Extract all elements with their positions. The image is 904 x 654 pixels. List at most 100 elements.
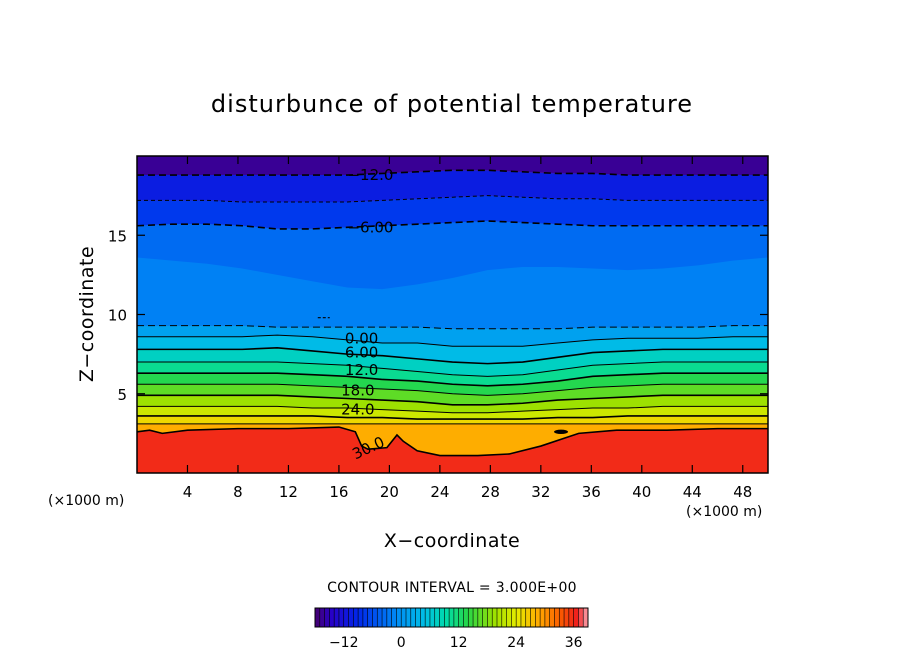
band-fill (137, 384, 768, 405)
colorbar-cell (516, 608, 522, 627)
colorbar-cell (530, 608, 536, 627)
band-fill-inner (137, 257, 768, 329)
colorbar-cell (554, 608, 560, 627)
x-tick-label: 8 (233, 483, 243, 501)
contour-label: 12.0 (345, 361, 378, 379)
x-tick-label: 20 (380, 483, 399, 501)
x-axis-ticks: 4 8 12 16 20 24 28 32 36 40 44 48 (183, 156, 752, 501)
colorbar-tick-label: 36 (565, 635, 583, 651)
chart-title: disturbunce of potential temperature (211, 90, 693, 118)
band-fill (137, 195, 768, 229)
band-fill-27-30 (137, 423, 768, 456)
colorbar-cell (463, 608, 469, 627)
x-tick-label: 4 (183, 483, 193, 501)
colorbar-cell (401, 608, 407, 627)
colorbar-tick-labels: −12 0 12 24 36 (329, 635, 583, 651)
contour-line (137, 195, 768, 203)
band-fill (137, 335, 768, 364)
contour-lines (137, 169, 768, 457)
colorbar-cell (348, 608, 354, 627)
contour-closed-30 (554, 429, 569, 434)
y-tick-label: 10 (108, 307, 127, 325)
x-tick-label: 40 (632, 483, 651, 501)
contour-line (137, 325, 768, 330)
colorbar-cell (382, 608, 388, 627)
contour-line (137, 361, 768, 377)
colorbar-cell (549, 608, 555, 627)
contour-line (137, 220, 768, 230)
colorbar-cell (578, 608, 584, 627)
contour-label: 6.00 (345, 344, 378, 362)
contour-interval-label: CONTOUR INTERVAL = 3.000E+00 (327, 580, 577, 596)
y-axis-ticks: 5 10 15 (108, 227, 768, 404)
colorbar-cell (568, 608, 575, 627)
colorbar-cell (367, 608, 373, 627)
colorbar-tick-label: 24 (507, 635, 525, 651)
colorbar-cell (377, 608, 383, 627)
colorbar-cell (453, 608, 460, 627)
colorbar-cell (544, 608, 551, 627)
contour-line (137, 383, 768, 396)
colorbar-cell (415, 608, 421, 627)
colorbar-cell (334, 608, 340, 627)
x-unit-right: (×1000 m) (686, 504, 762, 520)
contour-label: 24.0 (341, 401, 374, 419)
colorbar-cell (511, 608, 517, 627)
colorbar-cell (468, 608, 474, 627)
colorbar-cell (315, 608, 321, 627)
band-fill (137, 325, 768, 347)
band-fill (137, 395, 768, 413)
colorbar-cell (458, 608, 464, 627)
colorbar-cell (343, 608, 349, 627)
colorbar-cell (362, 608, 369, 627)
colorbar-cell (324, 608, 330, 627)
colorbar-cell (492, 608, 498, 627)
colorbar-cell (573, 608, 579, 627)
colorbar-cell (501, 608, 507, 627)
contour-line (137, 169, 768, 176)
colorbar-tick-label: 12 (450, 635, 468, 651)
y-tick-label: 5 (117, 386, 127, 404)
colorbar-cell (386, 608, 393, 627)
x-tick-label: 48 (733, 483, 752, 501)
colorbar-cell (329, 608, 335, 627)
colorbar-cell (429, 608, 436, 627)
colorbar-cell (477, 608, 484, 627)
colorbar-cell (473, 608, 479, 627)
colorbar-tick-label: −12 (329, 635, 359, 651)
colorbar-cell (520, 608, 527, 627)
colorbar-cell (439, 608, 445, 627)
colorbar-cell (353, 608, 359, 627)
colorbar-cell (372, 608, 378, 627)
colorbar-cell (410, 608, 416, 627)
colorbar-cell (487, 608, 493, 627)
band-fill-top (137, 156, 768, 176)
x-tick-label: 36 (582, 483, 601, 501)
x-tick-label: 44 (683, 483, 702, 501)
band-fill (137, 170, 768, 202)
band-fill (137, 362, 768, 386)
colorbar-cell (444, 608, 450, 627)
x-tick-label: 28 (481, 483, 500, 501)
contour-line (137, 394, 768, 406)
x-tick-label: 12 (279, 483, 298, 501)
color-bands (137, 156, 768, 473)
colorbar-cell (535, 608, 541, 627)
contour-label: 0.00 (345, 329, 378, 347)
colorbar-tick-label: 0 (397, 635, 406, 651)
colorbar-cell (319, 608, 325, 627)
x-unit-left: (×1000 m) (48, 493, 124, 509)
colorbar-cell (406, 608, 412, 627)
colorbar-cell (434, 608, 440, 627)
contour-line (137, 372, 768, 387)
contour-label: 18.0 (341, 382, 374, 400)
colorbar-cell (564, 608, 570, 627)
colorbar-cell (506, 608, 512, 627)
colorbar-cell (338, 608, 345, 627)
contour-line (137, 405, 768, 414)
contour-label: −12.0 (347, 166, 393, 184)
colorbar-cell (559, 608, 565, 627)
colorbar-cell (396, 608, 402, 627)
colorbar-cell (583, 608, 589, 627)
